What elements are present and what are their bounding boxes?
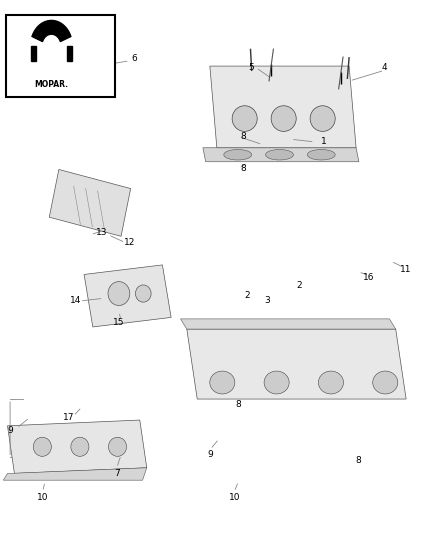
Text: 10: 10 — [37, 492, 49, 502]
Ellipse shape — [33, 437, 51, 456]
Text: 9: 9 — [208, 450, 213, 459]
Text: 8: 8 — [355, 456, 361, 465]
Ellipse shape — [109, 437, 127, 456]
Text: 5: 5 — [249, 63, 254, 72]
Polygon shape — [49, 169, 131, 236]
Ellipse shape — [71, 437, 89, 456]
Text: 16: 16 — [364, 272, 375, 281]
Text: 8: 8 — [240, 164, 246, 173]
Ellipse shape — [135, 285, 151, 302]
Polygon shape — [7, 420, 147, 473]
Bar — [6, 14, 115, 97]
Text: 8: 8 — [240, 132, 246, 141]
Ellipse shape — [271, 106, 296, 132]
Ellipse shape — [310, 106, 335, 132]
Ellipse shape — [307, 149, 335, 160]
Ellipse shape — [373, 371, 398, 394]
Bar — [31, 46, 36, 61]
Ellipse shape — [265, 149, 293, 160]
Ellipse shape — [232, 106, 257, 132]
Ellipse shape — [318, 371, 343, 394]
Ellipse shape — [108, 281, 130, 305]
Ellipse shape — [210, 371, 235, 394]
Polygon shape — [180, 319, 396, 329]
Text: 4: 4 — [381, 63, 387, 72]
Polygon shape — [203, 148, 359, 161]
Text: 2: 2 — [244, 291, 250, 300]
Polygon shape — [187, 329, 406, 399]
Polygon shape — [84, 265, 171, 327]
Text: 3: 3 — [264, 296, 270, 305]
Text: 11: 11 — [400, 265, 412, 273]
Text: 14: 14 — [70, 296, 81, 305]
Bar — [67, 46, 72, 61]
Text: 13: 13 — [96, 228, 107, 237]
Ellipse shape — [224, 149, 252, 160]
Ellipse shape — [264, 371, 289, 394]
Polygon shape — [210, 66, 356, 148]
Text: 9: 9 — [7, 426, 13, 435]
Text: 10: 10 — [229, 492, 240, 502]
Text: 2: 2 — [297, 280, 302, 289]
Text: 15: 15 — [113, 318, 125, 327]
Text: 6: 6 — [131, 54, 137, 63]
Text: 8: 8 — [236, 400, 241, 409]
Text: MOPAR.: MOPAR. — [35, 80, 68, 89]
Polygon shape — [32, 20, 71, 42]
Text: 17: 17 — [63, 413, 74, 422]
Text: 1: 1 — [321, 138, 326, 147]
Polygon shape — [4, 468, 147, 480]
Text: 12: 12 — [124, 238, 135, 247]
Text: 7: 7 — [114, 469, 120, 478]
